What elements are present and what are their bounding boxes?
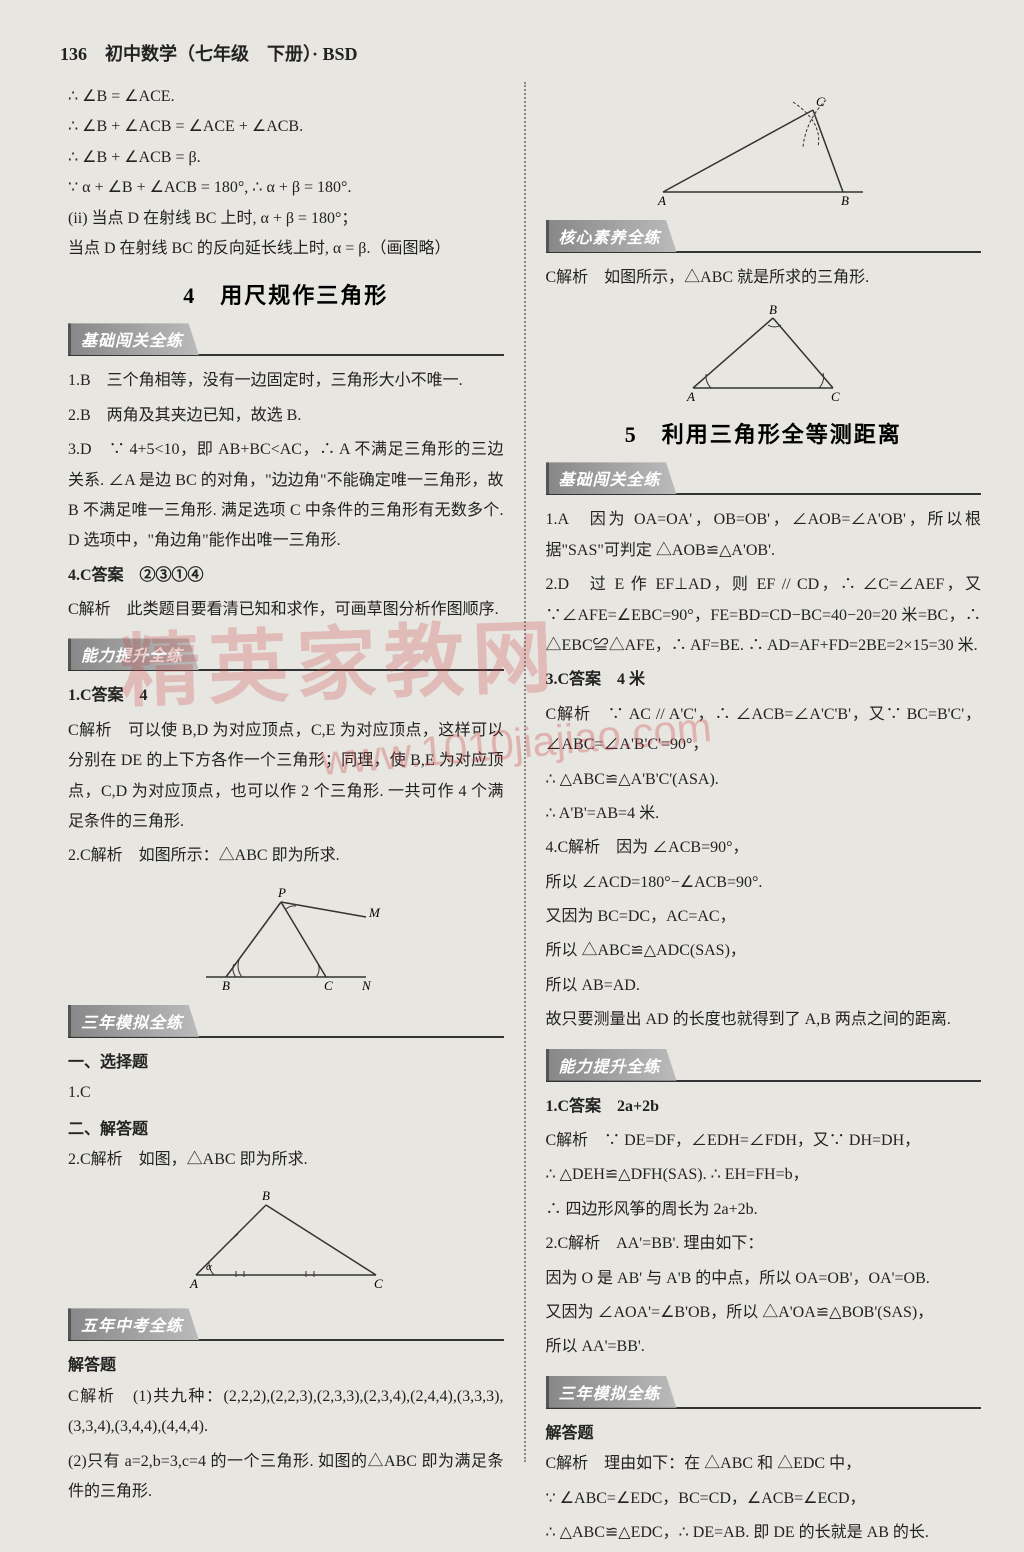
q2: 2.B 两角及其夹边已知，故选 B. xyxy=(68,401,504,431)
r3a: 3.C答案 4 米 xyxy=(546,665,982,695)
intro-line: ∴ ∠B = ∠ACE. xyxy=(68,82,504,112)
m3h-r: 解答题 xyxy=(546,1419,982,1449)
svg-text:M: M xyxy=(368,905,381,920)
svg-text:C: C xyxy=(816,94,825,109)
intro-line: ∴ ∠B + ∠ACB = β. xyxy=(68,143,504,173)
section-bar-core: 核心素养全练 xyxy=(546,221,982,253)
svg-text:α: α xyxy=(206,1261,212,1273)
m3-2: 2.C解析 如图，△ABC 即为所求. xyxy=(68,1145,504,1175)
p1d: ∴ 四边形风筝的周长为 2a+2b. xyxy=(546,1195,982,1225)
section-bar-ability-r: 能力提升全练 xyxy=(546,1050,982,1082)
hx-1: C解析 如图所示，△ABC 就是所求的三角形. xyxy=(546,263,982,293)
section-bar-basic-r: 基础闯关全练 xyxy=(546,463,982,495)
m3-1: 1.C xyxy=(68,1078,504,1108)
figure-triangle-compass: A B C xyxy=(546,92,982,207)
p1c: ∴ △DEH≌△DFH(SAS). ∴ EH=FH=b， xyxy=(546,1160,982,1190)
q1: 1.B 三个角相等，没有一边固定时，三角形大小不唯一. xyxy=(68,366,504,396)
zk-2: (2)只有 a=2,b=3,c=4 的一个三角形. 如图的△ABC 即为满足条件… xyxy=(68,1447,504,1508)
section-bar-label: 基础闯关全练 xyxy=(546,462,677,494)
figure-triangle-small: A B C xyxy=(546,303,982,403)
m3c-r: ∴ △ABC≌△EDC，∴ DE=AB. 即 DE 的长就是 AB 的长. xyxy=(546,1518,982,1548)
intro-line: ∵ α + ∠B + ∠ACB = 180°, ∴ α + β = 180°. xyxy=(68,173,504,203)
svg-text:C: C xyxy=(831,389,840,403)
svg-text:B: B xyxy=(769,303,777,317)
section-bar-label: 基础闯关全练 xyxy=(68,323,199,355)
section-bar-label: 能力提升全练 xyxy=(546,1049,677,1081)
r4d: 所以 △ABC≌△ADC(SAS)， xyxy=(546,936,982,966)
zk-h: 解答题 xyxy=(68,1351,504,1381)
two-column-layout: ∴ ∠B = ∠ACE. ∴ ∠B + ∠ACB = ∠ACE + ∠ACB. … xyxy=(60,82,989,1552)
r3d: ∴ A'B'=AB=4 米. xyxy=(546,799,982,829)
section-bar-label: 三年模拟全练 xyxy=(546,1376,677,1408)
svg-text:B: B xyxy=(262,1188,270,1203)
q4-answer: 4.C答案 ②③①④ xyxy=(68,561,504,591)
page-header: 136 初中数学（七年级 下册）· BSD xyxy=(60,40,989,66)
p1a: 1.C答案 2a+2b xyxy=(546,1092,982,1122)
r2: 2.D 过 E 作 EF⊥AD，则 EF // CD，∴ ∠C=∠AEF，又∵∠… xyxy=(546,570,982,661)
intro-line: (ii) 当点 D 在射线 BC 上时, α + β = 180°； xyxy=(68,204,504,234)
p2c: 又因为 ∠AOA'=∠B'OB，所以 △A'OA≌△BOB'(SAS)， xyxy=(546,1298,982,1328)
r4f: 故只要测量出 AD 的长度也就得到了 A,B 两点之间的距离. xyxy=(546,1005,982,1035)
section-title-5: 5 利用三角形全等测距离 xyxy=(546,417,982,449)
m3-choice-h: 一、选择题 xyxy=(68,1048,504,1078)
p1b: C解析 ∵ DE=DF，∠EDH=∠FDH，又∵ DH=DH， xyxy=(546,1126,982,1156)
right-column: A B C 核心素养全练 C解析 如图所示，△ABC 就是所求的三角形. A B… xyxy=(526,82,990,1552)
section-bar-ability: 能力提升全练 xyxy=(68,639,504,671)
r4a: 4.C解析 因为 ∠ACB=90°， xyxy=(546,833,982,863)
svg-text:B: B xyxy=(222,978,230,992)
p2-1b: C解析 可以使 B,D 为对应顶点，C,E 为对应顶点，这样可以分别在 DE 的… xyxy=(68,716,504,838)
svg-text:A: A xyxy=(657,193,666,207)
p2d: 所以 AA'=BB'. xyxy=(546,1332,982,1362)
p2-2: 2.C解析 如图所示：△ABC 即为所求. xyxy=(68,841,504,871)
svg-text:C: C xyxy=(374,1276,383,1291)
left-column: ∴ ∠B = ∠ACE. ∴ ∠B + ∠ACB = ∠ACE + ∠ACB. … xyxy=(60,82,524,1552)
r4b: 所以 ∠ACD=180°−∠ACB=90°. xyxy=(546,868,982,898)
q3: 3.D ∵ 4+5<10，即 AB+BC<AC，∴ A 不满足三角形的三边关系.… xyxy=(68,435,504,557)
svg-text:A: A xyxy=(686,389,695,403)
section-bar-label: 五年中考全练 xyxy=(68,1308,199,1340)
m3b-r: ∵ ∠ABC=∠EDC，BC=CD，∠ACB=∠ECD， xyxy=(546,1484,982,1514)
r3b: C解析 ∵ AC // A'C'，∴ ∠ACB=∠A'C'B'，又∵ BC=B'… xyxy=(546,700,982,761)
section-bar-label: 能力提升全练 xyxy=(68,638,199,670)
svg-text:A: A xyxy=(189,1276,198,1291)
m3a-r: C解析 理由如下：在 △ABC 和 △EDC 中， xyxy=(546,1449,982,1479)
svg-text:B: B xyxy=(841,193,849,207)
intro-line: ∴ ∠B + ∠ACB = ∠ACE + ∠ACB. xyxy=(68,112,504,142)
section-bar-3year: 三年模拟全练 xyxy=(68,1006,504,1038)
section-title-4: 4 用尺规作三角形 xyxy=(68,278,504,310)
p2a: 2.C解析 AA'=BB'. 理由如下： xyxy=(546,1229,982,1259)
section-bar-label: 核心素养全练 xyxy=(546,220,677,252)
section-bar-label: 三年模拟全练 xyxy=(68,1005,199,1037)
svg-text:P: P xyxy=(277,885,286,900)
p2b: 因为 O 是 AB' 与 A'B 的中点，所以 OA=OB'，OA'=OB. xyxy=(546,1264,982,1294)
r4e: 所以 AB=AD. xyxy=(546,971,982,1001)
figure-triangle-abc: A α B C xyxy=(68,1185,504,1295)
svg-text:N: N xyxy=(361,978,372,992)
q4-analysis: C解析 此类题目要看清已知和求作，可画草图分析作图顺序. xyxy=(68,595,504,625)
r3c: ∴ △ABC≌△A'B'C'(ASA). xyxy=(546,765,982,795)
figure-triangle-construction: B C P N M xyxy=(68,882,504,992)
section-bar-5year: 五年中考全练 xyxy=(68,1309,504,1341)
svg-text:C: C xyxy=(324,978,333,992)
r1: 1.A 因为 OA=OA'，OB=OB'，∠AOB=∠A'OB'，所以根据"SA… xyxy=(546,505,982,566)
zk-1: C解析 (1)共九种：(2,2,2),(2,2,3),(2,3,3),(2,3,… xyxy=(68,1382,504,1443)
m3-solve-h: 二、解答题 xyxy=(68,1115,504,1145)
r4c: 又因为 BC=DC，AC=AC， xyxy=(546,902,982,932)
intro-line: 当点 D 在射线 BC 的反向延长线上时, α = β.（画图略） xyxy=(68,234,504,264)
p2-1a: 1.C答案 4 xyxy=(68,681,504,711)
section-bar-3year-r: 三年模拟全练 xyxy=(546,1377,982,1409)
section-bar-basic: 基础闯关全练 xyxy=(68,324,504,356)
